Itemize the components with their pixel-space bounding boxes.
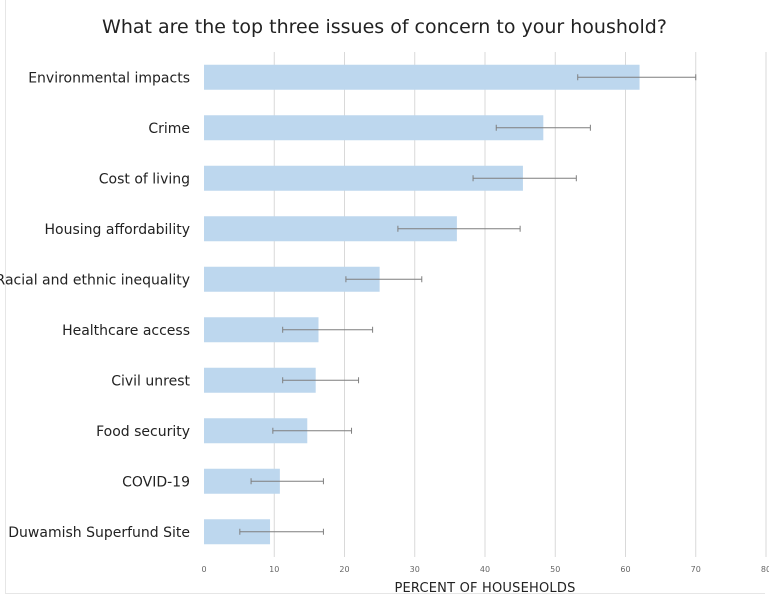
x-tick-label: 80 — [761, 565, 769, 574]
category-label: Housing affordability — [45, 222, 190, 238]
x-tick-label: 30 — [410, 565, 420, 574]
x-tick-labels: 0 10 20 30 40 50 60 70 80 — [201, 565, 769, 574]
category-label: Duwamish Superfund Site — [8, 525, 190, 541]
x-tick-label: 10 — [269, 565, 279, 574]
error-bars — [239, 74, 697, 535]
category-labels: Environmental impacts Crime Cost of living… — [0, 70, 191, 541]
bar — [204, 165, 523, 191]
x-tick-label: 40 — [480, 565, 490, 574]
category-label: Crime — [148, 121, 190, 137]
bars — [204, 64, 640, 545]
x-tick-label: 70 — [691, 565, 701, 574]
x-tick-label: 50 — [550, 565, 560, 574]
x-tick-label: 0 — [201, 565, 206, 574]
chart-title: What are the top three issues of concern… — [102, 16, 667, 38]
chart-frame — [5, 0, 765, 594]
category-label: Environmental impacts — [28, 70, 190, 86]
x-axis-label: PERCENT OF HOUSEHOLDS — [394, 581, 575, 596]
category-label: Civil unrest — [111, 373, 190, 389]
category-label: Food security — [96, 424, 190, 440]
category-label: Cost of living — [99, 171, 190, 187]
category-label: COVID-19 — [122, 474, 190, 490]
bar — [204, 64, 640, 90]
x-tick-label: 60 — [620, 565, 630, 574]
bar — [204, 115, 544, 141]
category-label: Racial and ethnic inequality — [0, 272, 190, 288]
x-tick-label: 20 — [339, 565, 349, 574]
category-label: Healthcare access — [62, 323, 190, 339]
